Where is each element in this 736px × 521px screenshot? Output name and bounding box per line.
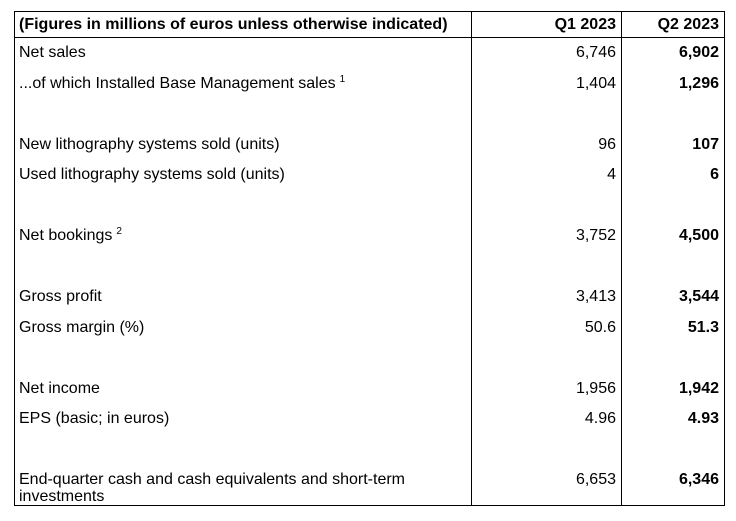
- table-row-gross-profit: Gross profit 3,413 3,544: [14, 282, 725, 313]
- table-row-cash: End-quarter cash and cash equivalents an…: [14, 465, 725, 506]
- row-label: EPS (basic; in euros): [14, 404, 472, 435]
- table-row-net-income: Net income 1,956 1,942: [14, 373, 725, 404]
- row-q1-value: 6,746: [471, 37, 622, 69]
- row-q2-value: 51.3: [621, 312, 725, 343]
- header-q1: Q1 2023: [471, 11, 622, 38]
- row-q2-value: 6: [621, 160, 725, 191]
- table-row-ibm-sales: ...of which Installed Base Management sa…: [14, 68, 725, 99]
- row-q1-value: 96: [471, 129, 622, 160]
- table-row-used-systems: Used lithography systems sold (units) 4 …: [14, 160, 725, 191]
- row-q2-value: 4,500: [621, 221, 725, 252]
- row-label-cell: Net bookings 2: [14, 221, 472, 252]
- table-row-gross-margin: Gross margin (%) 50.6 51.3: [14, 312, 725, 343]
- row-label: Net bookings: [19, 227, 113, 245]
- row-label: Net income: [14, 373, 472, 404]
- row-label-cell: ...of which Installed Base Management sa…: [14, 68, 472, 99]
- table-row-net-sales: Net sales 6,746 6,902: [14, 37, 725, 69]
- row-q1-value: 6,653: [471, 465, 622, 506]
- row-q1-value: 1,404: [471, 68, 622, 99]
- spacer-row: [14, 251, 725, 282]
- spacer-row: [14, 343, 725, 374]
- row-label: Net sales: [14, 37, 472, 69]
- header-row: (Figures in millions of euros unless oth…: [14, 11, 725, 38]
- table-row-new-systems: New lithography systems sold (units) 96 …: [14, 129, 725, 160]
- row-label: End-quarter cash and cash equivalents an…: [14, 465, 472, 506]
- row-label: Gross profit: [14, 282, 472, 313]
- row-q2-value: 6,346: [621, 465, 725, 506]
- row-q2-value: 1,942: [621, 373, 725, 404]
- row-q1-value: 4: [471, 160, 622, 191]
- footnote-marker: 2: [116, 226, 122, 238]
- spacer-row: [14, 434, 725, 465]
- row-label: New lithography systems sold (units): [14, 129, 472, 160]
- row-label: Used lithography systems sold (units): [14, 160, 472, 191]
- row-q2-value: 3,544: [621, 282, 725, 313]
- row-q2-value: 107: [621, 129, 725, 160]
- spacer-row: [14, 190, 725, 221]
- spacer-row: [14, 99, 725, 130]
- header-label: (Figures in millions of euros unless oth…: [14, 11, 472, 38]
- row-q1-value: 50.6: [471, 312, 622, 343]
- row-label: Gross margin (%): [14, 312, 472, 343]
- row-label: ...of which Installed Base Management sa…: [19, 74, 336, 92]
- financial-summary-table: (Figures in millions of euros unless oth…: [14, 11, 725, 506]
- row-q1-value: 1,956: [471, 373, 622, 404]
- table-row-net-bookings: Net bookings 2 3,752 4,500: [14, 221, 725, 252]
- row-q1-value: 3,413: [471, 282, 622, 313]
- row-q1-value: 4.96: [471, 404, 622, 435]
- footnote-marker: 1: [339, 73, 346, 85]
- row-q1-value: 3,752: [471, 221, 622, 252]
- row-q2-value: 6,902: [621, 37, 725, 69]
- header-q2: Q2 2023: [621, 11, 725, 38]
- row-q2-value: 4.93: [621, 404, 725, 435]
- row-q2-value: 1,296: [621, 68, 725, 99]
- table-row-eps: EPS (basic; in euros) 4.96 4.93: [14, 404, 725, 435]
